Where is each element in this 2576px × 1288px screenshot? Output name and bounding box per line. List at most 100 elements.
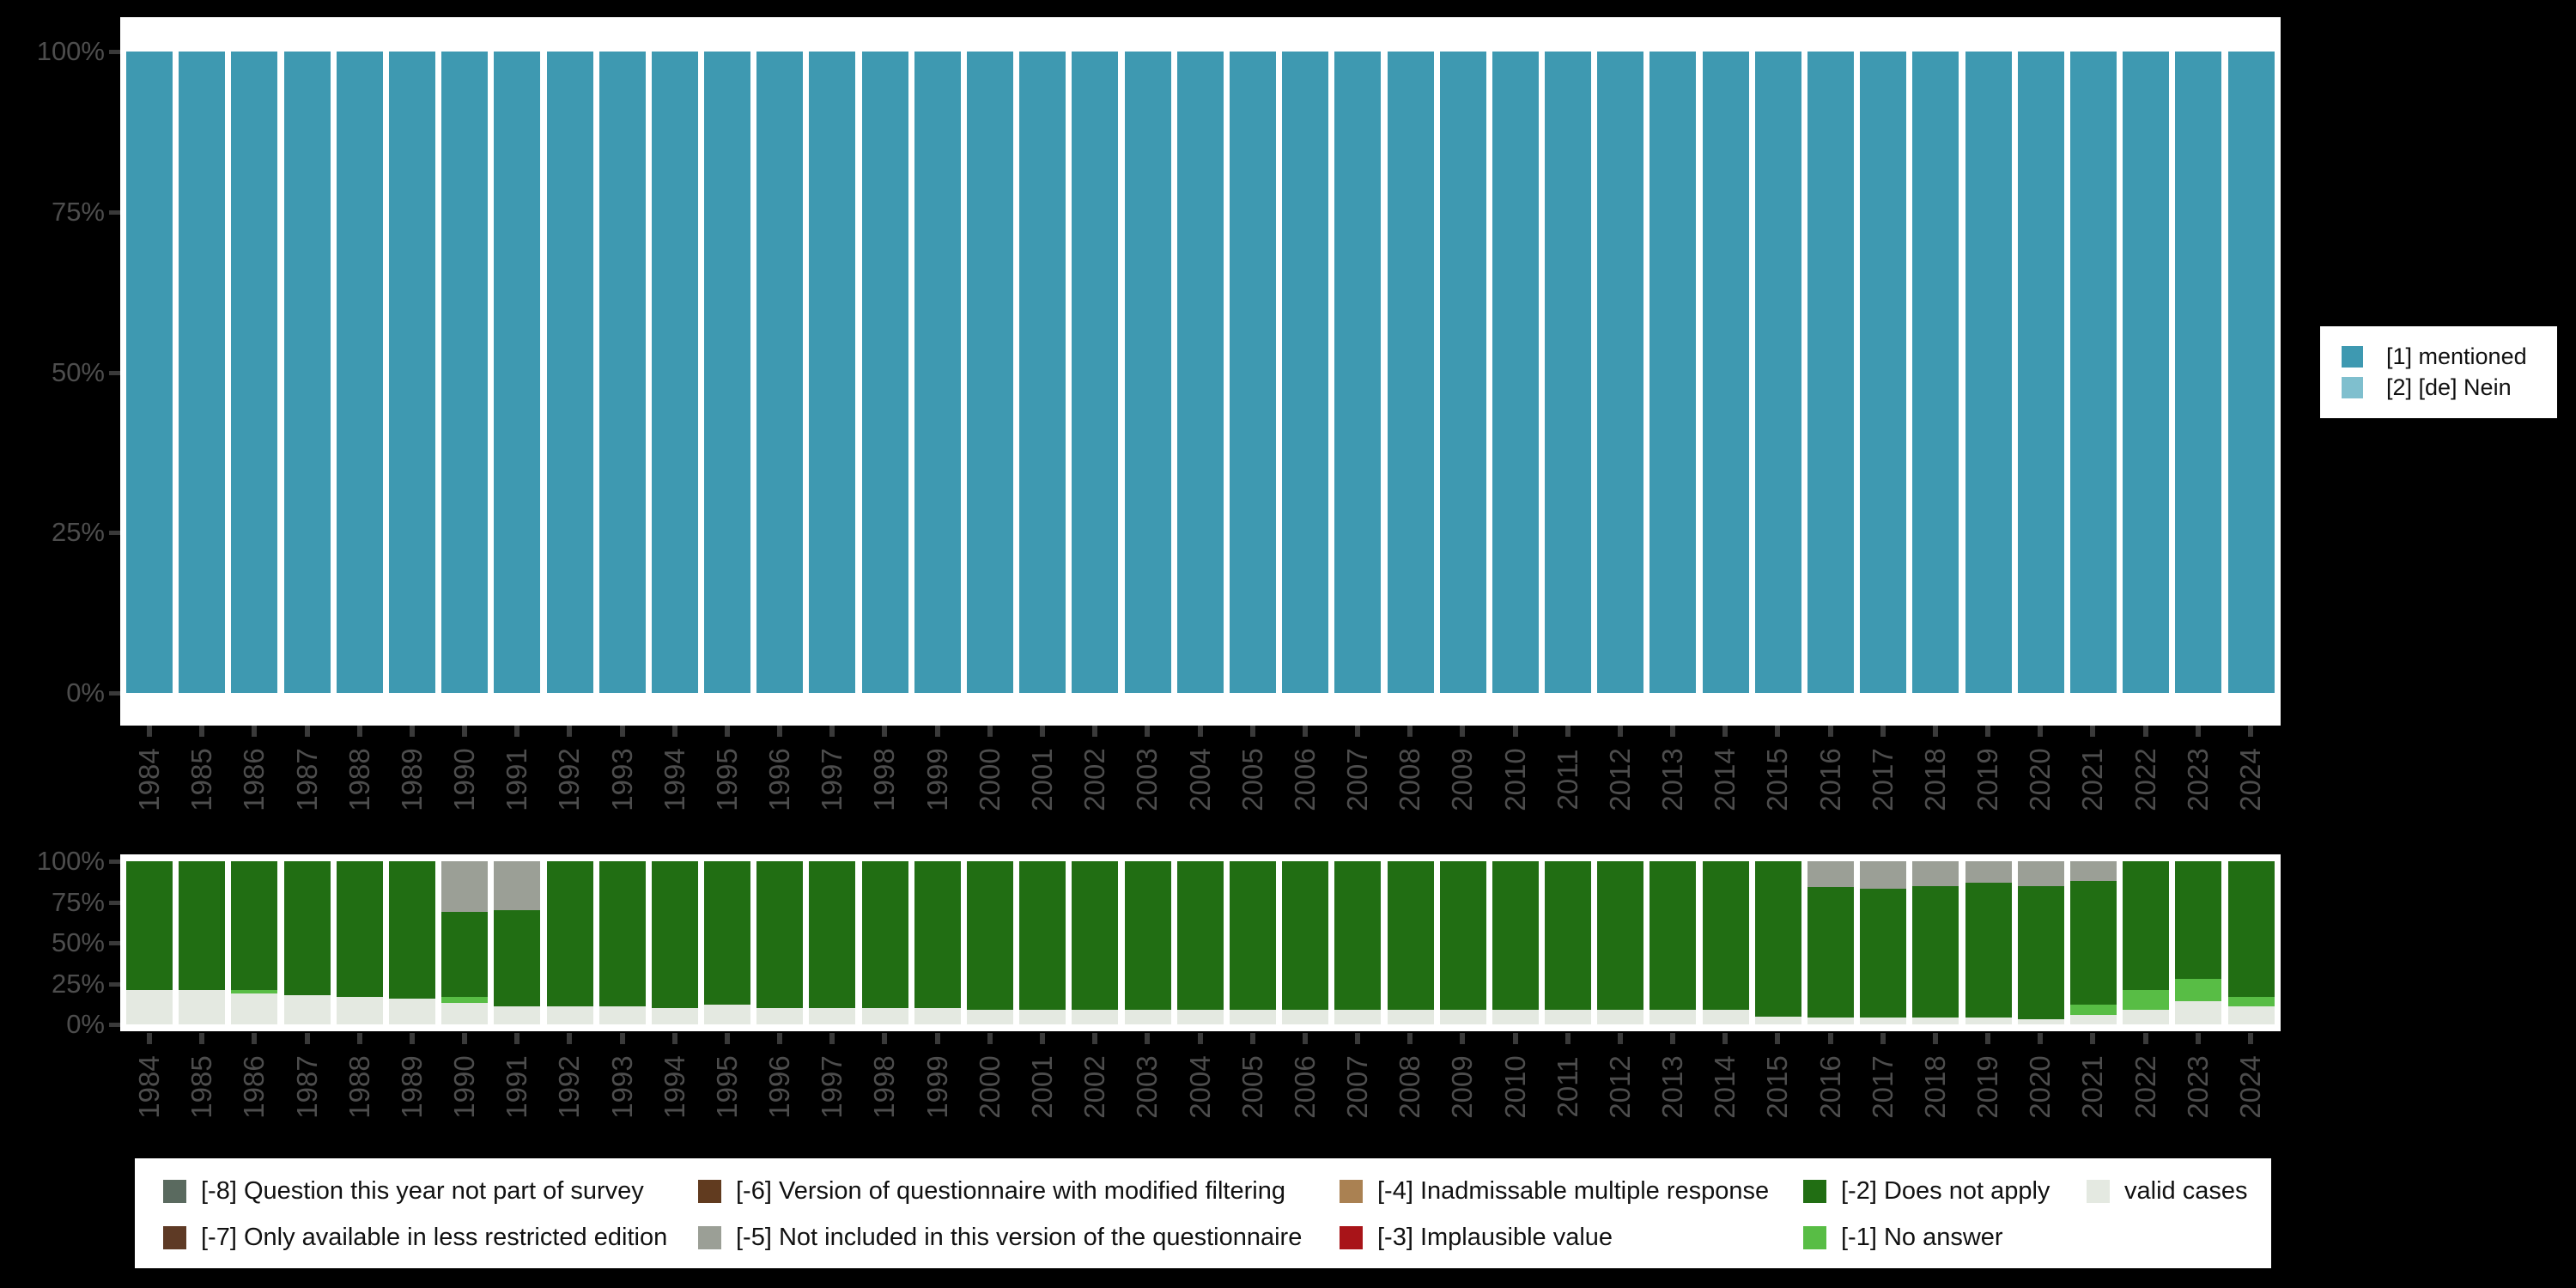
y-tick-mark <box>109 981 120 987</box>
x-axis-year-label: 1996 <box>763 748 796 811</box>
bar-2016 <box>1807 52 1854 693</box>
y-tick-label: 50% <box>51 356 105 387</box>
x-tick-mark <box>409 1033 415 1044</box>
x-axis-year-label: 2012 <box>1603 1055 1636 1119</box>
no-answer-segment <box>2123 990 2170 1010</box>
x-tick-mark <box>882 1033 888 1044</box>
x-axis-year-label: 1990 <box>448 748 481 811</box>
valid-cases-segment <box>1912 1018 1959 1024</box>
x-axis-year-label: 1995 <box>710 1055 743 1119</box>
legend-item-label: [-4] Inadmissable multiple response <box>1377 1176 1770 1205</box>
mentioned-segment <box>756 52 804 693</box>
bar-2010 <box>1492 861 1539 1024</box>
x-axis-year-label: 1995 <box>710 748 743 811</box>
bar-2018 <box>1912 52 1959 693</box>
bottom-chart-bars <box>126 861 2275 1024</box>
not-included-segment <box>1807 861 1854 888</box>
mentioned-segment <box>1176 52 1224 693</box>
valid-cases-segment <box>179 990 226 1024</box>
bar-1996 <box>756 861 804 1024</box>
x-tick-mark <box>1407 726 1413 737</box>
bar-2002 <box>1072 861 1119 1024</box>
y-tick-label: 0% <box>66 1009 105 1039</box>
x-axis-year-label: 2000 <box>973 748 1005 811</box>
x-tick-mark <box>619 1033 625 1044</box>
mentioned-segment <box>1229 52 1276 693</box>
x-axis-year-label: 1990 <box>448 1055 481 1119</box>
does-not-apply-segment <box>1754 861 1801 1017</box>
bar-1988 <box>336 52 383 693</box>
bar-2020 <box>2017 861 2064 1024</box>
does-not-apply-segment <box>2123 861 2170 991</box>
valid-cases-segment <box>283 994 331 1024</box>
x-axis-year-label: 2023 <box>2181 748 2214 811</box>
x-tick-mark <box>1564 1033 1571 1044</box>
does-not-apply-segment <box>1072 861 1119 1010</box>
y-tick-label: 0% <box>66 677 105 708</box>
bar-2005 <box>1229 861 1276 1024</box>
x-tick-mark <box>304 1033 310 1044</box>
does-not-apply-segment <box>2069 880 2117 1005</box>
bar-2011 <box>1545 861 1592 1024</box>
legend-item-label: [1] mentioned <box>2386 343 2527 369</box>
does-not-apply-segment <box>388 861 435 999</box>
valid-cases-segment <box>336 996 383 1024</box>
legend-item: [2] [de] Nein <box>2342 374 2557 401</box>
bar-1987 <box>283 52 331 693</box>
does-not-apply-segment <box>598 861 646 1007</box>
mentioned-segment <box>1965 52 2012 693</box>
x-tick-mark <box>1722 1033 1728 1044</box>
does-not-apply-segment <box>1124 861 1171 1010</box>
top-chart-bars <box>126 52 2275 693</box>
no-answer-segment <box>2175 978 2222 1002</box>
bar-2022 <box>2123 861 2170 1024</box>
x-axis-year-label: 1999 <box>920 748 953 811</box>
x-axis-year-label: 2010 <box>1498 1055 1531 1119</box>
y-tick-mark <box>109 941 120 945</box>
x-tick-mark <box>777 726 783 737</box>
bar-2024 <box>2227 861 2275 1024</box>
does-not-apply-segment <box>1492 861 1539 1010</box>
legend-item: [-5] Not included in this version of the… <box>698 1224 1302 1251</box>
valid-cases-segment <box>1439 1009 1486 1024</box>
mentioned-segment <box>2069 52 2117 693</box>
x-axis-year-label: 2009 <box>1446 1055 1479 1119</box>
mentioned-segment <box>179 52 226 693</box>
missing-8-color-swatch <box>163 1179 186 1203</box>
x-tick-mark <box>514 1033 520 1044</box>
does-not-apply-segment <box>1702 861 1749 1010</box>
no-answer-segment <box>231 990 278 993</box>
x-axis-year-label: 2019 <box>1971 748 2004 811</box>
x-axis-year-label: 1991 <box>501 748 533 811</box>
valid-cases-segment <box>1387 1009 1434 1024</box>
bar-2024 <box>2227 52 2275 693</box>
valid-cases-segment <box>2227 1006 2275 1024</box>
x-tick-mark <box>2195 726 2201 737</box>
missing-7-color-swatch <box>163 1225 186 1249</box>
bottom-chart-plot <box>120 854 2281 1031</box>
does-not-apply-segment <box>2175 861 2222 979</box>
x-tick-mark <box>1512 1033 1518 1044</box>
y-tick-mark <box>109 860 120 864</box>
mentioned-color-swatch <box>2342 346 2363 368</box>
x-axis-year-label: 1987 <box>290 1055 323 1119</box>
x-tick-mark <box>2090 726 2096 737</box>
bar-1990 <box>441 52 489 693</box>
mentioned-segment <box>494 52 541 693</box>
valid-cases-segment <box>1334 1009 1382 1024</box>
x-axis-year-label: 1984 <box>133 748 165 811</box>
x-tick-mark <box>199 1033 205 1044</box>
x-axis-year-label: 1991 <box>501 1055 533 1119</box>
x-axis-year-label: 2008 <box>1394 748 1426 811</box>
does-not-apply-segment <box>2227 861 2275 997</box>
x-tick-mark <box>1197 1033 1203 1044</box>
x-axis-year-label: 2007 <box>1341 748 1374 811</box>
y-tick-label: 50% <box>51 927 105 957</box>
x-tick-mark <box>462 726 468 737</box>
x-axis-year-label: 2004 <box>1183 1055 1216 1119</box>
bar-2007 <box>1334 52 1382 693</box>
bar-2004 <box>1176 861 1224 1024</box>
missing-4-color-swatch <box>1340 1179 1363 1203</box>
bar-2023 <box>2175 52 2222 693</box>
does-not-apply-segment <box>1597 861 1644 1010</box>
